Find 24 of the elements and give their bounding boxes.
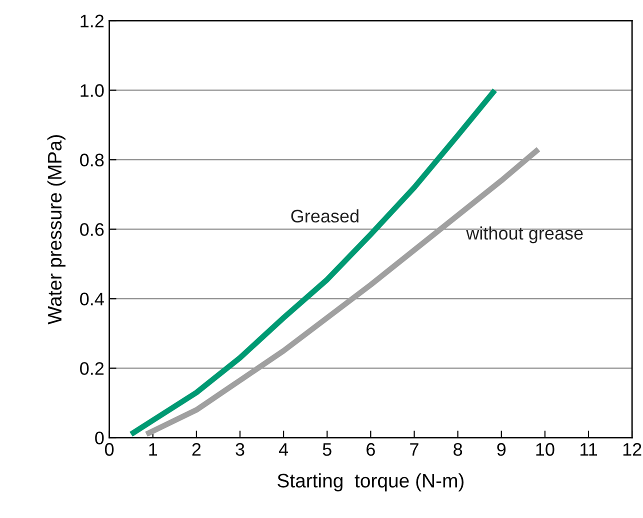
y-tick-label: 1.2 <box>80 14 104 28</box>
x-tick-label: 9 <box>497 443 506 456</box>
y-tick-label: 0.6 <box>80 223 104 236</box>
x-tick-label: 7 <box>410 443 418 456</box>
x-tick-label: 5 <box>322 443 332 456</box>
x-tick-label: 8 <box>454 443 462 456</box>
x-tick-label: 2 <box>192 443 201 456</box>
series-label: without grease <box>466 226 583 244</box>
x-tick-label: 4 <box>278 443 288 456</box>
x-axis-title: Starting torque (N-m) <box>278 473 464 492</box>
y-tick-label: 0.2 <box>80 362 104 375</box>
y-tick-label: 0 <box>95 432 104 444</box>
series-label: Greased <box>291 209 358 223</box>
y-axis-title: Water pressure (MPa) <box>47 135 66 324</box>
x-tick-label: 6 <box>366 443 375 456</box>
y-tick-label: 0.4 <box>80 292 104 306</box>
y-tick-label: 1.0 <box>80 84 104 97</box>
x-tick-label: 3 <box>236 443 244 456</box>
x-tick-label: 10 <box>536 443 554 456</box>
x-tick-label: 11 <box>580 443 597 456</box>
x-tick-label: 1 <box>149 443 158 456</box>
x-tick-label: 0 <box>104 443 114 456</box>
y-tick-label: 0.8 <box>80 154 104 166</box>
x-tick-label: 12 <box>623 443 642 456</box>
